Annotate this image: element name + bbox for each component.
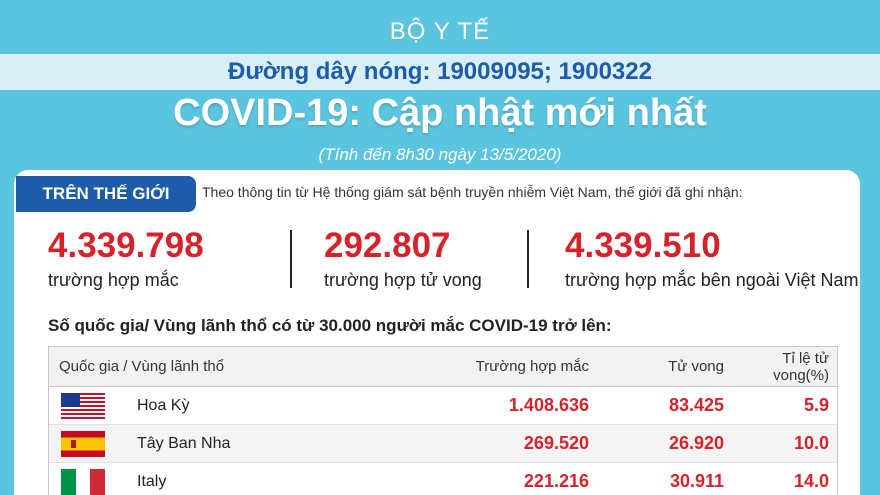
- world-section-tag: TRÊN THẾ GIỚI: [16, 176, 196, 212]
- country-cell: Italy: [49, 468, 429, 495]
- stat-label: trường hợp tử vong: [324, 270, 482, 290]
- stat-label: trường hợp mắc bên ngoài Việt Nam: [565, 270, 859, 290]
- stat-divider: [527, 230, 529, 288]
- deaths-value: 83.425: [668, 395, 724, 415]
- rate-value: 10.0: [793, 433, 829, 453]
- table-header: Quốc gia / Vùng lãnh thổ Trường hợp mắc …: [49, 347, 837, 387]
- stat-divider: [290, 230, 292, 288]
- stat-cases-outside-vn: 4.339.510 trường hợp mắc bên ngoài Việt …: [565, 226, 858, 291]
- stat-value: 292.807: [324, 226, 451, 265]
- country-name: Italy: [137, 472, 167, 490]
- country-name: Hoa Kỳ: [137, 396, 190, 414]
- table-title: Số quốc gia/ Vùng lãnh thổ có từ 30.000 …: [48, 316, 612, 335]
- page-title: COVID-19: Cập nhật mới nhất: [173, 92, 707, 134]
- country-cell: Tây Ban Nha: [49, 430, 429, 457]
- rate-value: 5.9: [803, 395, 829, 415]
- stat-total-cases: 4.339.798 trường hợp mắc: [48, 226, 204, 291]
- col-rate: Tỉ lệ tử vong(%): [773, 349, 829, 384]
- us-flag-icon: [61, 392, 105, 419]
- stat-value: 4.339.510: [565, 226, 721, 265]
- table-row: Hoa Kỳ 1.408.636 83.425 5.9: [49, 387, 837, 425]
- spain-flag-icon: [61, 430, 105, 457]
- country-cell: Hoa Kỳ: [49, 392, 429, 419]
- cases-value: 1.408.636: [508, 395, 589, 415]
- country-table: Quốc gia / Vùng lãnh thổ Trường hợp mắc …: [48, 346, 838, 495]
- italy-flag-icon: [61, 468, 105, 495]
- col-deaths: Tử vong: [668, 358, 724, 375]
- rate-value: 14.0: [793, 471, 829, 491]
- col-country: Quốc gia / Vùng lãnh thổ: [59, 358, 225, 375]
- stat-deaths: 292.807 trường hợp tử vong: [324, 226, 482, 291]
- cases-value: 269.520: [523, 433, 589, 453]
- country-name: Tây Ban Nha: [137, 434, 231, 452]
- as-of-date: (Tính đến 8h30 ngày 13/5/2020): [318, 145, 562, 164]
- col-cases: Trường hợp mắc: [475, 358, 589, 375]
- cases-value: 221.216: [523, 471, 589, 491]
- ministry-name: BỘ Y TẾ: [389, 18, 491, 45]
- world-intro-text: Theo thông tin từ Hệ thống giám sát bệnh…: [202, 184, 743, 200]
- deaths-value: 26.920: [668, 433, 724, 453]
- stat-value: 4.339.798: [48, 226, 204, 265]
- table-row: Tây Ban Nha 269.520 26.920 10.0: [49, 425, 837, 463]
- hotline-band: [0, 54, 880, 90]
- deaths-value: 30.911: [669, 471, 724, 491]
- stat-label: trường hợp mắc: [48, 270, 179, 290]
- table-row: Italy 221.216 30.911 14.0: [49, 463, 837, 495]
- hotline-text: Đường dây nóng: 19009095; 1900322: [228, 58, 652, 85]
